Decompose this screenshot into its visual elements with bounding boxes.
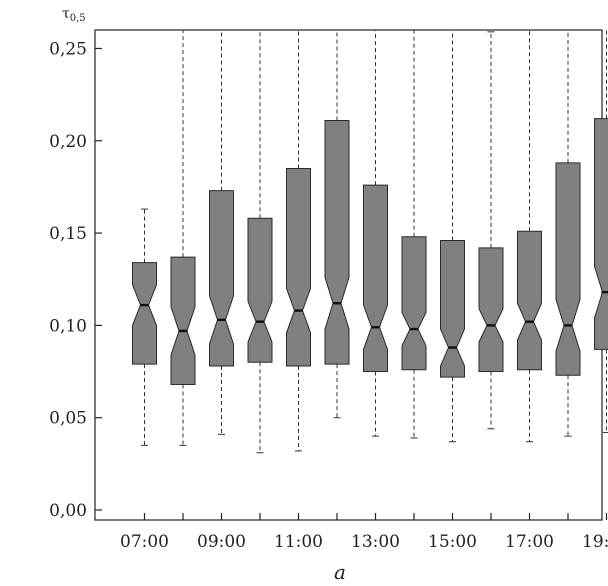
notched-box: [555, 162, 581, 376]
box-15:00: [440, 30, 465, 443]
box-08:00: [170, 30, 196, 446]
box-16:00: [478, 31, 504, 430]
y-axis-title-sub: 0,5: [70, 13, 86, 24]
notched-box: [324, 119, 350, 365]
notched-box: [478, 247, 504, 373]
box-17:00: [517, 30, 542, 443]
x-tick-label: 11:00: [274, 532, 323, 552]
notched-box: [517, 230, 542, 371]
y-axis: 0,00 0,05 0,10 0,15 0,20 0,25: [49, 39, 102, 521]
box-10:00: [247, 30, 273, 454]
box-09:00: [209, 30, 234, 435]
notched-box: [440, 239, 465, 378]
x-tick-label: 17:00: [505, 532, 554, 552]
x-tick-label: 07:00: [120, 532, 169, 552]
box-19:00: [594, 30, 608, 433]
figure-caption: a: [334, 560, 346, 584]
notched-box: [170, 256, 196, 385]
y-tick-label: 0,20: [49, 132, 87, 152]
notched-box: [401, 236, 427, 371]
y-axis-title: τ0,5: [62, 6, 86, 24]
y-tick-label: 0,05: [49, 409, 87, 429]
box-11:00: [286, 30, 311, 452]
y-tick-label: 0,00: [49, 501, 87, 521]
boxes-group: [132, 30, 608, 454]
y-tick-label: 0,10: [49, 316, 87, 336]
x-axis: 07:00 09:00 11:00 13:00 15:00 17:00 19:00: [120, 513, 608, 552]
x-tick-label: 15:00: [428, 532, 477, 552]
y-tick-label: 0,15: [49, 224, 87, 244]
x-tick-label: 09:00: [197, 532, 246, 552]
box-14:00: [401, 30, 427, 439]
y-axis-title-main: τ: [62, 6, 70, 22]
box-07:00: [132, 208, 157, 446]
box-12:00: [324, 30, 350, 419]
box-13:00: [363, 30, 388, 437]
notched-box: [594, 118, 608, 350]
y-tick-label: 0,25: [49, 39, 87, 59]
svg-text:τ0,5: τ0,5: [62, 6, 86, 24]
notched-box: [286, 167, 311, 367]
notched-box: [209, 190, 234, 367]
notched-box: [363, 184, 388, 373]
x-tick-label: 13:00: [351, 532, 400, 552]
notched-box: [132, 262, 157, 365]
box-18:00: [555, 30, 581, 437]
notched-box: [247, 217, 273, 363]
x-tick-label: 19:00: [582, 532, 608, 552]
